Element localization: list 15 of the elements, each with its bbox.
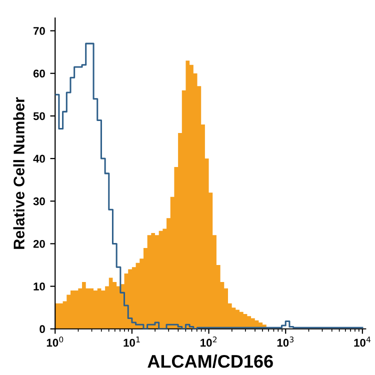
y-tick-label: 50 [33, 112, 45, 120]
x-tick-label: 10$^{3}$ [277, 336, 294, 347]
y-tick-label: 30 [33, 197, 45, 206]
y-tick-label: 60 [33, 70, 45, 78]
x-tick-label: 10$^{4}$ [354, 336, 371, 347]
y-tick-label: 10 [34, 282, 45, 290]
y-tick-label: 20 [33, 240, 45, 248]
x-tick-label: 10$^{0}$ [46, 336, 64, 347]
y-tick-label: 40 [33, 154, 45, 163]
x-axis-title: ALCAM/CD166 [148, 354, 273, 368]
y-axis-title: Relative Cell Number [13, 97, 24, 249]
x-tick-label: 10$^{1}$ [124, 336, 140, 347]
y-tick-label: 0 [40, 325, 45, 334]
y-tick-label: 70 [34, 27, 45, 35]
x-tick-label: 10$^{2}$ [200, 336, 217, 347]
